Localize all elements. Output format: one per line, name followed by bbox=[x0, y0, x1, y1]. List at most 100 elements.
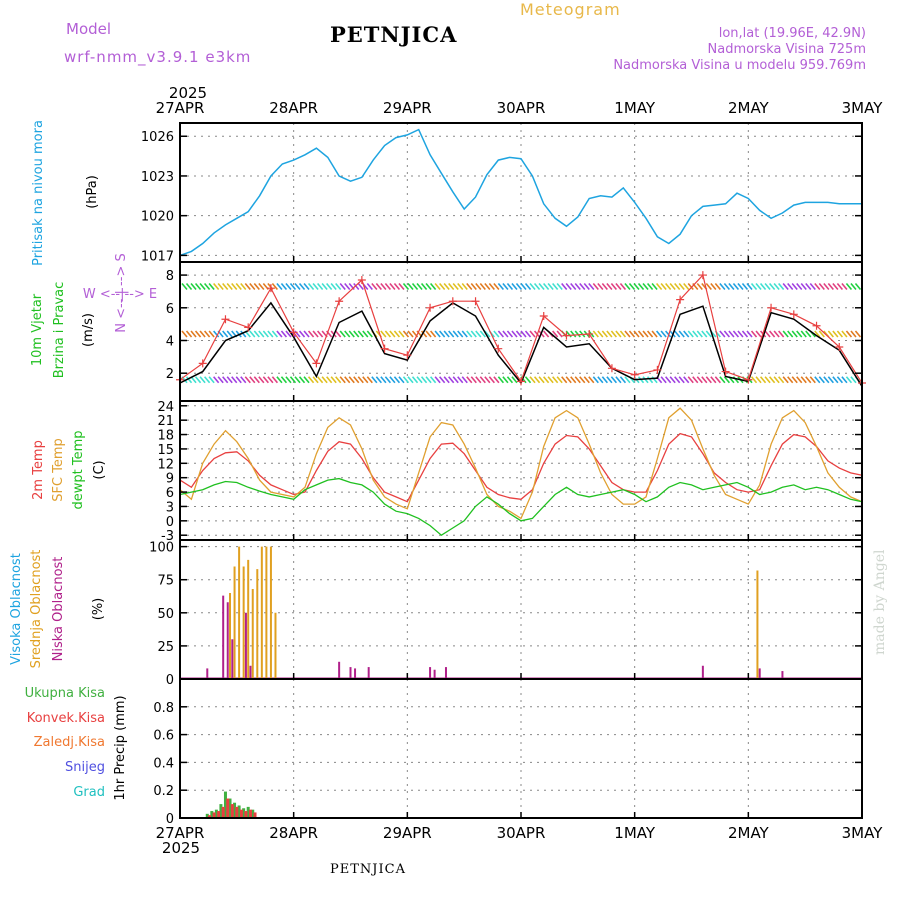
y-tick-label: 1026 bbox=[141, 130, 174, 145]
wind-barb bbox=[249, 283, 256, 291]
wind-barb bbox=[841, 283, 848, 291]
wind-gust-point bbox=[426, 303, 435, 312]
wind-gust-point bbox=[380, 344, 389, 353]
wind-gust-point bbox=[448, 297, 457, 306]
wind-barb bbox=[280, 330, 288, 338]
precip-bar bbox=[253, 812, 257, 818]
wind-barb bbox=[493, 330, 500, 338]
wind-barb bbox=[240, 283, 247, 291]
wind-barb bbox=[384, 283, 392, 291]
precip-bar bbox=[251, 809, 255, 818]
wind-barb bbox=[800, 330, 807, 338]
wind-barb bbox=[655, 283, 663, 291]
wind-barb bbox=[651, 283, 658, 291]
model-label: Model bbox=[66, 20, 112, 38]
wind-barb bbox=[226, 283, 233, 291]
t2m-line bbox=[179, 432, 863, 503]
wind-barb bbox=[213, 376, 220, 384]
y-tick-label: 0.4 bbox=[153, 756, 174, 771]
wind-barb bbox=[687, 376, 694, 384]
wind-barb bbox=[791, 376, 798, 384]
precip-bar bbox=[228, 798, 232, 818]
wind-barb bbox=[448, 283, 455, 291]
wind-barb bbox=[805, 376, 812, 384]
wind-barb bbox=[244, 376, 251, 384]
wind-barb bbox=[434, 283, 441, 291]
wind-barb bbox=[330, 283, 337, 291]
wind-barb bbox=[628, 283, 636, 291]
wind-barb bbox=[497, 330, 505, 338]
wind-barb bbox=[316, 283, 324, 291]
wind-barb bbox=[466, 376, 473, 384]
wind-barb bbox=[646, 330, 654, 338]
wind-barb bbox=[732, 330, 740, 338]
wind-barb bbox=[588, 283, 595, 291]
sfc-temp-line bbox=[179, 407, 863, 520]
y-tick-label: 24 bbox=[157, 400, 174, 415]
wind-barb bbox=[768, 330, 776, 338]
wind-barb bbox=[258, 376, 265, 384]
wind-barb bbox=[561, 283, 568, 291]
wind-barb bbox=[723, 330, 731, 338]
wind-barb bbox=[755, 376, 762, 384]
wind-barb bbox=[411, 376, 419, 384]
wind-barb bbox=[669, 376, 676, 384]
temp-unit-label: (C) bbox=[92, 460, 107, 479]
y-tick-label: 15 bbox=[157, 443, 174, 458]
wind-barb bbox=[854, 283, 862, 291]
wind-gust-point bbox=[335, 297, 344, 306]
cloud-label-high: Visoka Oblacnost bbox=[9, 553, 24, 665]
wind-barb bbox=[542, 283, 550, 291]
wind-barb bbox=[217, 283, 224, 291]
wind-gust-point bbox=[289, 328, 298, 337]
panel-frame bbox=[179, 678, 863, 819]
wind-barb bbox=[809, 283, 816, 291]
wind-barb bbox=[796, 330, 803, 338]
wind-barb bbox=[452, 330, 459, 338]
wind-barb bbox=[796, 283, 803, 291]
wind-barb bbox=[244, 283, 251, 291]
wind-barb bbox=[579, 283, 586, 291]
wind-barb bbox=[425, 330, 432, 338]
wind-barb bbox=[321, 376, 328, 384]
wind-barb bbox=[267, 330, 274, 338]
wind-barb bbox=[479, 330, 486, 338]
wind-barb bbox=[768, 376, 776, 384]
wind-gust-point bbox=[676, 295, 685, 304]
wind-barb bbox=[222, 376, 229, 384]
wind-barb bbox=[479, 376, 486, 384]
wind-barb bbox=[398, 330, 405, 338]
wind-barb bbox=[850, 330, 857, 338]
wind-barb bbox=[420, 330, 428, 338]
wind-barb bbox=[515, 283, 523, 291]
y-tick-label: 3 bbox=[166, 500, 174, 515]
wind-barb bbox=[750, 283, 758, 291]
wind-barb bbox=[606, 376, 613, 384]
wind-barb bbox=[502, 376, 509, 384]
wind-barb bbox=[344, 330, 351, 338]
wind-barb bbox=[642, 283, 649, 291]
y-tick-label: 18 bbox=[157, 429, 174, 444]
wind-barb bbox=[262, 330, 269, 338]
wind-barb bbox=[800, 376, 807, 384]
wind-barb bbox=[615, 283, 622, 291]
wind-barb bbox=[312, 330, 319, 338]
wind-barb bbox=[552, 376, 559, 384]
wind-barb bbox=[547, 376, 554, 384]
precip-bar bbox=[212, 812, 216, 818]
wind-barb bbox=[298, 330, 306, 338]
wind-barb bbox=[782, 376, 789, 384]
wind-barb bbox=[493, 376, 500, 384]
wind-barb bbox=[185, 283, 193, 291]
wind-barb bbox=[701, 376, 708, 384]
wind-barb bbox=[289, 376, 297, 384]
wind-gust-point bbox=[494, 344, 503, 353]
wind-barb bbox=[249, 376, 256, 384]
wind-barb bbox=[773, 283, 780, 291]
wind-barb bbox=[384, 330, 392, 338]
x-tick-label-top: 3MAY bbox=[842, 99, 884, 117]
wind-barb bbox=[624, 330, 631, 338]
wind-barb bbox=[475, 330, 482, 338]
wind-barb bbox=[606, 283, 613, 291]
wind-barb bbox=[407, 283, 414, 291]
